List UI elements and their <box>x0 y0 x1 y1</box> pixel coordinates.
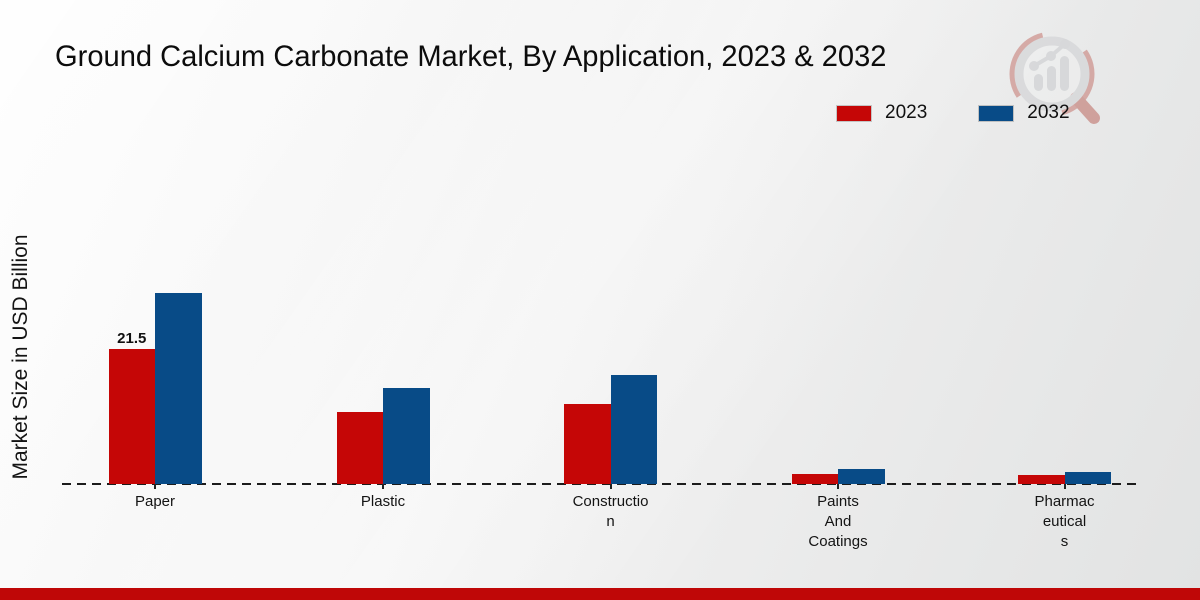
legend-swatch-2023 <box>837 105 871 121</box>
x-axis-category-label: Paper <box>134 493 176 510</box>
bar-2023-paints-and-coatings <box>791 474 838 484</box>
bar-2032-plastic <box>383 387 430 484</box>
x-axis-category-label: Pharmac eutical s <box>1034 493 1095 550</box>
x-axis-tick <box>154 484 156 489</box>
x-axis-category-label: Constructio n <box>572 493 649 530</box>
bar-2023-construction <box>564 404 611 484</box>
bar-2032-construction <box>610 374 657 484</box>
legend-label-2023: 2023 <box>885 102 928 123</box>
x-axis-tick <box>609 484 612 489</box>
legend-swatch-2032 <box>979 105 1014 121</box>
x-axis-category-label: Paints And Coatings <box>808 493 868 550</box>
footer-accent-band <box>0 588 1200 600</box>
legend-item-2032: 2032 <box>979 102 1070 124</box>
legend: 2023 2032 <box>837 102 1070 124</box>
brand-logo-watermark-icon <box>1009 31 1100 124</box>
x-axis-category-label: Plastic <box>360 493 406 510</box>
bar-2032-paper <box>155 293 202 484</box>
bar-2023-paper <box>108 349 155 484</box>
legend-label-2032: 2032 <box>1027 102 1070 123</box>
x-axis-tick <box>1063 484 1066 489</box>
bar-2023-plastic <box>336 411 383 484</box>
bar-2023-pharmaceuticals <box>1018 474 1065 484</box>
chart-title: Ground Calcium Carbonate Market, By Appl… <box>55 40 887 73</box>
bar-value-label: 21.5 <box>117 330 147 347</box>
legend-item-2023: 2023 <box>837 102 927 124</box>
bar-2032-pharmaceuticals <box>1064 472 1111 484</box>
bar-2032-paints-and-coatings <box>838 468 885 484</box>
x-axis-tick <box>837 484 839 489</box>
x-axis-tick <box>382 484 384 489</box>
x-axis-baseline <box>62 483 1138 485</box>
